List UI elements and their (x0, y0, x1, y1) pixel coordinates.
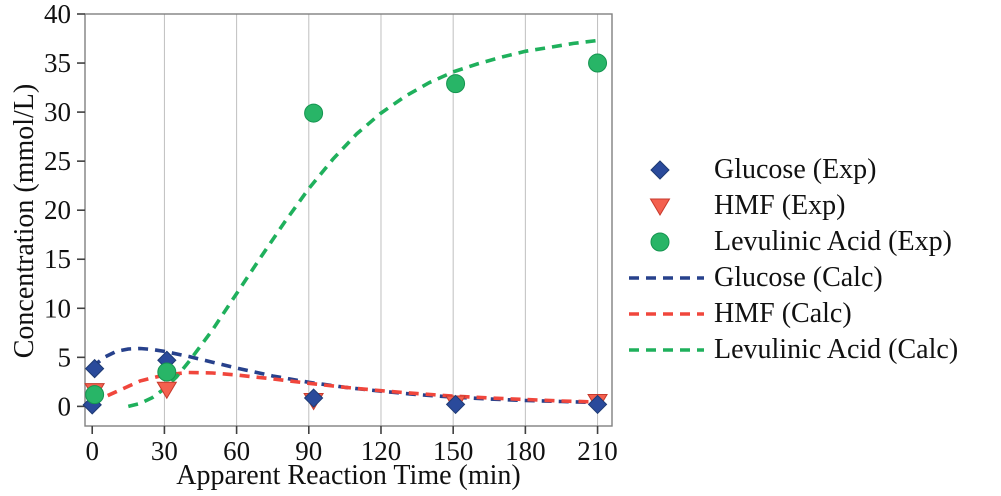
x-axis-title: Apparent Reaction Time (min) (176, 460, 521, 491)
legend-item-levulinic-acid-exp: Levulinic Acid (Exp) (626, 224, 958, 260)
series-levulinic-acid-exp (85, 53, 608, 405)
diamond-marker-icon (650, 160, 670, 180)
x-tick-label: 30 (151, 436, 178, 466)
hmf-calc-legend-marker-icon (629, 312, 704, 316)
legend-label: Levulinic Acid (Calc) (714, 334, 959, 365)
y-tick-label: 15 (44, 244, 71, 274)
circle-marker-icon (446, 74, 466, 94)
circle-marker-icon (157, 362, 177, 382)
y-tick-label: 40 (44, 0, 71, 29)
legend-label: Glucose (Exp) (714, 154, 877, 185)
x-tick-label: 150 (433, 436, 474, 466)
diamond-marker-icon (303, 388, 324, 408)
legend-label: HMF (Calc) (714, 298, 852, 329)
y-tick-label: 10 (44, 293, 71, 323)
legend-label: Glucose (Calc) (714, 262, 883, 293)
x-tick-label: 0 (85, 436, 99, 466)
y-tick-label: 25 (44, 146, 71, 176)
legend-item-levulinic-acid-calc: Levulinic Acid (Calc) (626, 332, 958, 368)
circle-marker-icon (588, 53, 608, 73)
circle-marker-icon (304, 103, 324, 123)
legend-label: HMF (Exp) (714, 190, 846, 221)
series-levulinic-acid-calc (127, 38, 598, 409)
x-tick-label: 180 (505, 436, 546, 466)
legend-item-hmf-exp: HMF (Exp) (626, 188, 958, 224)
series-hmf-calc (91, 370, 598, 405)
circle-marker-icon (650, 232, 670, 252)
glucose-exp-legend-marker-icon (650, 160, 670, 180)
legend-label: Levulinic Acid (Exp) (714, 226, 952, 257)
y-axis-title: Concentration (mmol/L) (9, 83, 40, 359)
x-tick-label: 60 (223, 436, 250, 466)
plot-border (84, 13, 613, 427)
legend-item-hmf-calc: HMF (Calc) (626, 296, 958, 332)
y-tick-label: 0 (58, 391, 72, 421)
y-tick-label: 20 (44, 195, 71, 225)
x-tick-label: 90 (295, 436, 322, 466)
curve-levulinic-acid-calc (127, 38, 598, 409)
x-tick-label: 210 (577, 436, 618, 466)
chart-legend: Glucose (Exp) HMF (Exp) Levulinic Acid (Ex… (626, 152, 958, 368)
y-tick-label: 5 (58, 342, 72, 372)
levulinic-acid-calc-legend-marker-icon (629, 348, 704, 352)
legend-item-glucose-calc: Glucose (Calc) (626, 260, 958, 296)
glucose-calc-legend-marker-icon (629, 276, 704, 280)
triangle-down-marker-icon (649, 198, 671, 216)
diamond-marker-icon (445, 394, 466, 415)
hmf-exp-legend-marker-icon (649, 198, 671, 216)
y-tick-label: 30 (44, 97, 71, 127)
x-tick-label: 120 (361, 436, 402, 466)
circle-marker-icon (85, 385, 105, 405)
legend-item-glucose-exp: Glucose (Exp) (626, 152, 958, 188)
levulinic-acid-exp-legend-marker-icon (650, 232, 670, 252)
y-tick-label: 35 (44, 48, 71, 78)
triangle-down-marker-icon (156, 381, 178, 400)
curve-hmf-calc (91, 370, 598, 405)
diamond-marker-icon (587, 394, 608, 415)
diamond-marker-icon (84, 358, 105, 379)
